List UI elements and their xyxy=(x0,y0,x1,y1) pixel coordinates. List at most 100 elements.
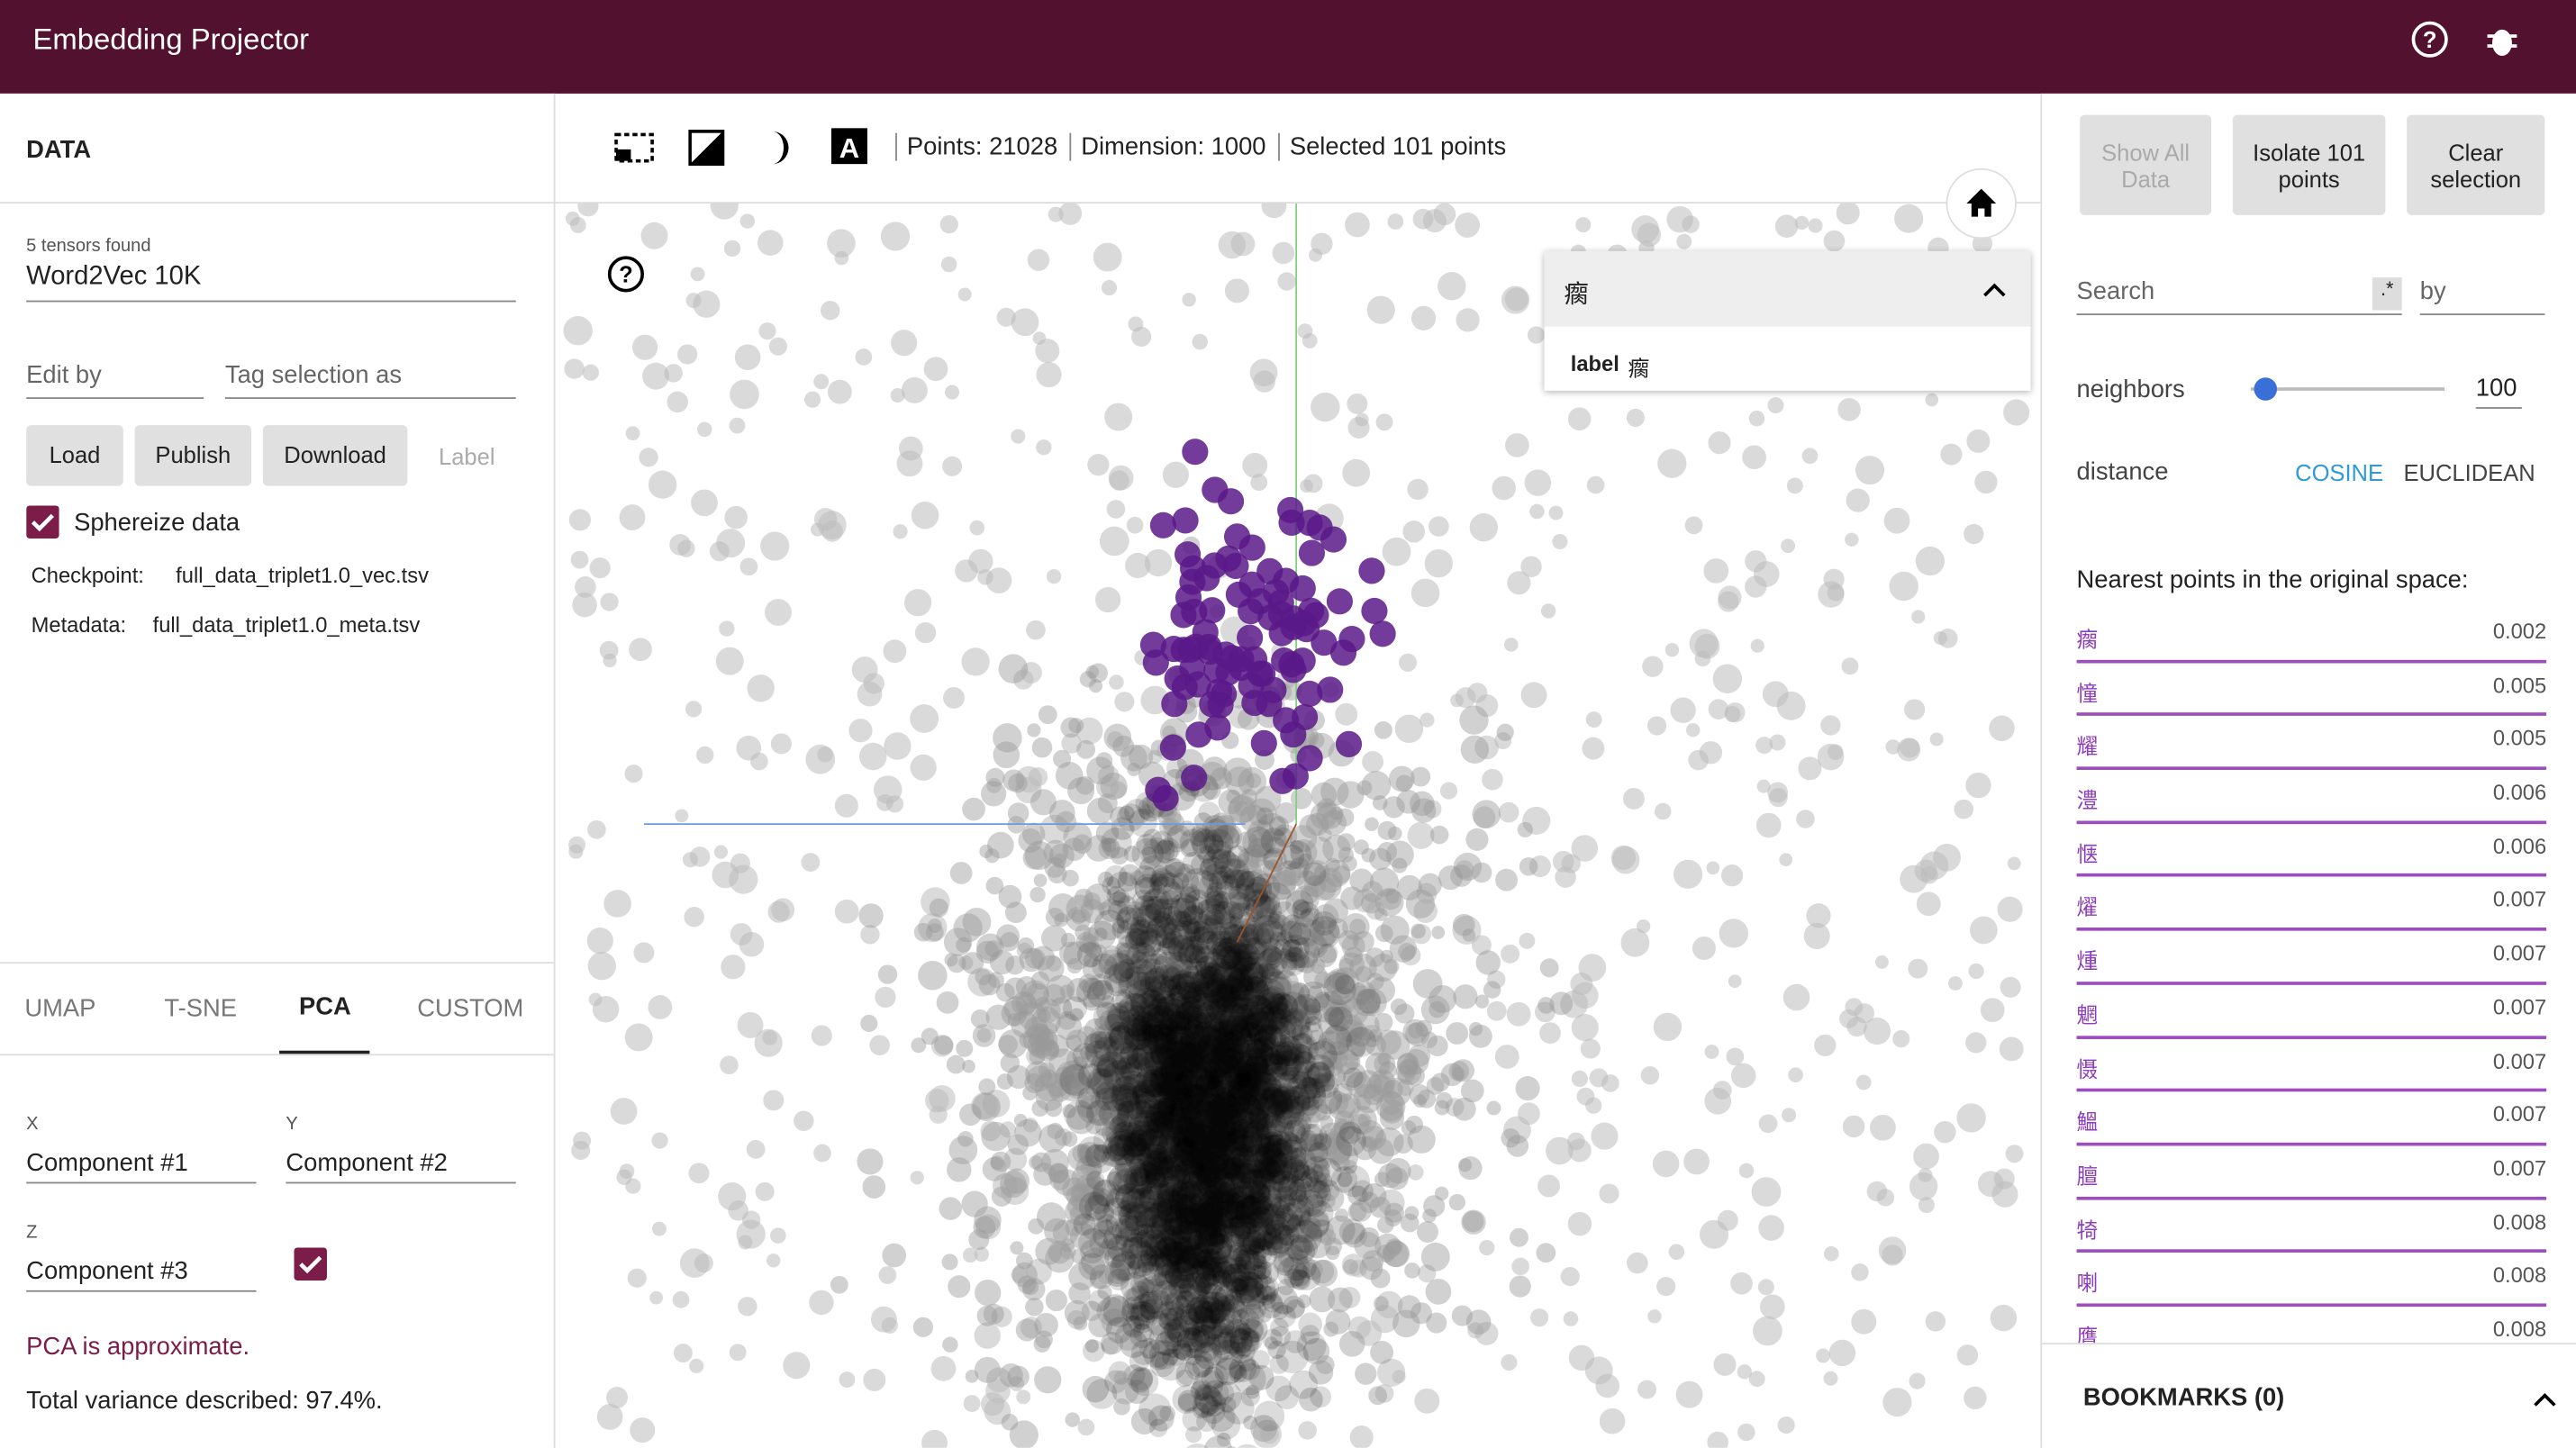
point xyxy=(1385,1157,1411,1184)
tensor-select[interactable]: Word2Vec 10K xyxy=(26,263,516,303)
point xyxy=(1246,1098,1265,1117)
home-button[interactable] xyxy=(1944,166,2019,241)
point xyxy=(1781,538,1795,554)
nearest-row[interactable]: 膻 0.007 xyxy=(2076,1147,2547,1199)
label-icon[interactable]: A xyxy=(830,128,868,165)
point xyxy=(1105,1055,1128,1077)
point xyxy=(1196,930,1221,955)
nearest-row[interactable]: 瘸 0.002 xyxy=(2076,611,2547,663)
point xyxy=(1947,976,1963,991)
point xyxy=(1028,1217,1045,1235)
nearest-row[interactable]: 憧 0.005 xyxy=(2076,665,2547,717)
point xyxy=(1337,1061,1367,1091)
point xyxy=(1846,1017,1867,1037)
search-input[interactable]: Search xyxy=(2076,277,2402,316)
nearest-row[interactable]: 燿 0.007 xyxy=(2076,879,2547,931)
point xyxy=(1925,1311,1946,1332)
point xyxy=(1365,817,1379,832)
slider-thumb[interactable] xyxy=(2254,377,2278,401)
point xyxy=(1475,694,1499,718)
tab[interactable]: CUSTOM xyxy=(417,994,524,1023)
neighbors-slider[interactable] xyxy=(2250,387,2445,391)
point xyxy=(1156,837,1181,861)
publish-button[interactable]: Publish xyxy=(134,425,252,486)
nearest-row[interactable]: 喇 0.008 xyxy=(2076,1254,2547,1307)
point xyxy=(592,995,620,1023)
euclidean-button[interactable]: EUCLIDEAN xyxy=(2403,459,2535,486)
point xyxy=(1377,1189,1405,1217)
night-icon[interactable] xyxy=(688,130,725,167)
point xyxy=(1075,977,1107,1008)
theme-icon[interactable] xyxy=(762,130,794,166)
help-icon[interactable]: ? xyxy=(2410,20,2450,59)
nearest-title: Nearest points in the original space: xyxy=(2076,566,2469,594)
expand-icon[interactable] xyxy=(2532,1389,2558,1408)
nearest-row[interactable]: 鰮 0.007 xyxy=(2076,1093,2547,1146)
clear-selection-button[interactable]: Clear selection xyxy=(2407,114,2545,215)
point xyxy=(1319,1228,1337,1246)
point xyxy=(715,647,744,675)
point xyxy=(1028,1041,1043,1056)
point xyxy=(965,1369,979,1383)
point xyxy=(1385,840,1414,869)
show-all-button[interactable]: Show All Data xyxy=(2080,114,2212,215)
point xyxy=(1730,1272,1753,1295)
point xyxy=(1038,1062,1056,1079)
tag-input[interactable]: Tag selection as xyxy=(224,361,516,399)
nearest-row[interactable]: 煄 0.007 xyxy=(2076,933,2547,985)
point xyxy=(1045,908,1065,927)
plot-help-icon[interactable]: ? xyxy=(606,255,646,294)
scatter-plot[interactable] xyxy=(556,204,2041,1448)
point xyxy=(1104,1057,1119,1072)
sphereize-checkbox[interactable] xyxy=(26,505,59,538)
point xyxy=(1229,1003,1253,1027)
point xyxy=(1129,870,1146,886)
point xyxy=(1933,630,1947,646)
z-checkbox[interactable] xyxy=(294,1247,327,1281)
point xyxy=(1135,876,1160,902)
nearest-row[interactable]: 耀 0.005 xyxy=(2076,718,2547,771)
point xyxy=(1195,1207,1220,1231)
point xyxy=(1382,537,1411,566)
cosine-button[interactable]: COSINE xyxy=(2295,459,2384,486)
point xyxy=(1750,638,1764,653)
nearest-row[interactable]: 澧 0.006 xyxy=(2076,772,2547,824)
download-button[interactable]: Download xyxy=(262,425,408,486)
tab-active[interactable]: PCA xyxy=(298,992,351,1021)
point xyxy=(863,1368,886,1391)
nearest-row[interactable]: 魍 0.007 xyxy=(2076,986,2547,1039)
point xyxy=(1465,828,1489,851)
z-select[interactable]: Component #3 xyxy=(26,1257,257,1292)
point xyxy=(1486,1000,1507,1021)
bug-icon[interactable] xyxy=(2484,20,2520,59)
point xyxy=(1620,928,1650,957)
tab[interactable]: T-SNE xyxy=(164,994,237,1023)
point xyxy=(1683,1148,1710,1175)
point xyxy=(1034,1366,1062,1394)
load-button[interactable]: Load xyxy=(26,425,123,486)
y-select[interactable]: Component #2 xyxy=(286,1149,516,1184)
point xyxy=(883,639,907,664)
nearest-row[interactable]: 犄 0.008 xyxy=(2076,1201,2547,1253)
point xyxy=(1416,1221,1438,1243)
point xyxy=(1094,586,1121,613)
select-icon[interactable] xyxy=(614,130,654,166)
x-select[interactable]: Component #1 xyxy=(26,1149,257,1184)
point xyxy=(1129,1046,1155,1072)
nearest-row[interactable]: 慑 0.007 xyxy=(2076,1040,2547,1092)
edit-by-select[interactable]: Edit by xyxy=(26,361,204,399)
neighbors-input[interactable]: 100 xyxy=(2475,375,2522,409)
by-select[interactable]: by xyxy=(2419,277,2545,316)
point xyxy=(1125,1098,1153,1126)
collapse-icon[interactable] xyxy=(1982,279,2008,299)
point xyxy=(1647,1309,1662,1324)
regex-toggle[interactable]: .* xyxy=(2372,277,2402,311)
point xyxy=(1487,970,1506,989)
tab[interactable]: UMAP xyxy=(24,994,96,1023)
point xyxy=(1124,1197,1143,1216)
point xyxy=(1218,1033,1244,1059)
isolate-button[interactable]: Isolate 101 points xyxy=(2232,114,2386,215)
nearest-row[interactable]: 膺 0.008 xyxy=(2077,1308,2547,1343)
point xyxy=(1114,692,1135,712)
nearest-row[interactable]: 惬 0.006 xyxy=(2076,826,2547,878)
